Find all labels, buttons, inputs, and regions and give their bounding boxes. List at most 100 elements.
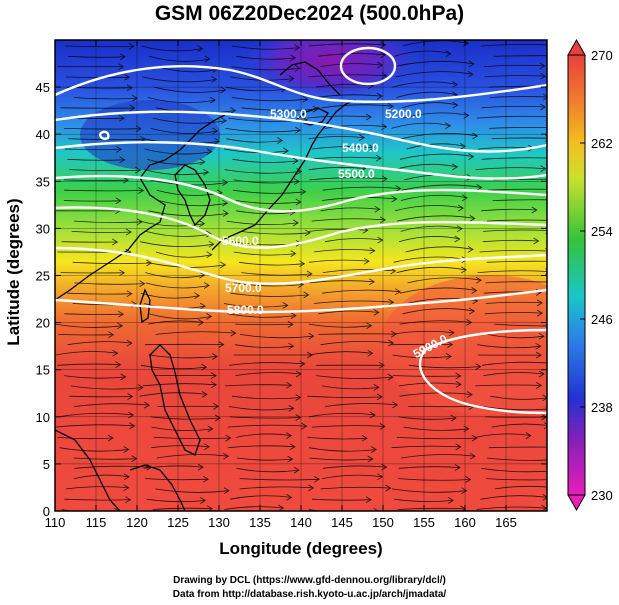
- streamline: [477, 344, 541, 349]
- streamline: [391, 488, 467, 493]
- streamline: [74, 282, 145, 285]
- streamline: [322, 289, 401, 294]
- streamline: [399, 392, 473, 397]
- contour-label-5500: 5500.0: [338, 167, 375, 181]
- streamline: [228, 445, 296, 449]
- contour-label-5800: 5800.0: [227, 303, 264, 317]
- streamline-arrow: [299, 360, 306, 368]
- streamline: [396, 91, 458, 98]
- streamline: [58, 412, 134, 418]
- streamline-arrow: [199, 271, 206, 279]
- x-axis-label: Longitude (degrees): [219, 539, 383, 558]
- streamline: [396, 437, 477, 440]
- streamline: [150, 128, 218, 134]
- streamline-arrow: [469, 307, 476, 315]
- streamline: [234, 344, 294, 348]
- grid: [55, 40, 547, 511]
- streamline-arrow: [208, 240, 215, 248]
- streamline-arrow: [299, 260, 306, 268]
- streamline: [74, 220, 143, 223]
- streamline-arrow: [395, 185, 402, 192]
- y-axis-label: Latitude (degrees): [4, 198, 23, 346]
- streamline: [67, 158, 125, 161]
- streamline-arrow: [201, 391, 208, 398]
- streamline: [318, 53, 386, 57]
- streamline: [72, 261, 152, 265]
- streamline-arrow: [375, 154, 382, 162]
- streamline: [307, 437, 368, 440]
- streamline-arrow: [461, 487, 468, 495]
- streamline-arrow: [112, 349, 119, 357]
- streamline: [308, 228, 368, 232]
- streamline: [399, 153, 474, 160]
- credit-drawing: Drawing by DCL (https://www.gfd-dennou.o…: [173, 575, 446, 586]
- streamline: [143, 465, 204, 469]
- streamline-arrow: [203, 443, 210, 451]
- streamline-arrow: [308, 332, 315, 340]
- contour-label-5200: 5200.0: [385, 107, 422, 121]
- streamline: [235, 200, 301, 204]
- streamline: [482, 406, 547, 411]
- streamline: [489, 446, 547, 449]
- x-tick-label: 140: [290, 515, 312, 530]
- streamline: [397, 507, 466, 510]
- streamlines: [55, 40, 547, 511]
- streamline-arrow: [358, 134, 365, 141]
- streamline-arrow: [466, 319, 473, 326]
- streamline-arrow: [467, 70, 474, 78]
- streamline-arrow: [293, 466, 300, 474]
- streamline-arrow: [135, 125, 142, 133]
- streamline: [71, 231, 132, 234]
- streamline-arrow: [308, 484, 315, 492]
- streamline-arrow: [368, 278, 375, 286]
- streamline: [57, 363, 121, 366]
- streamline-arrow: [379, 423, 386, 430]
- streamline: [487, 188, 547, 191]
- streamline-arrow: [218, 341, 225, 348]
- streamline-arrow: [206, 313, 213, 320]
- streamline: [145, 231, 212, 237]
- streamline: [308, 351, 373, 356]
- streamline: [479, 249, 547, 253]
- streamline-arrow: [365, 113, 372, 121]
- streamline: [391, 445, 461, 449]
- streamline: [239, 486, 314, 490]
- streamline-arrow: [455, 443, 462, 451]
- x-tick-label: 120: [126, 515, 148, 530]
- streamline: [311, 498, 372, 501]
- streamline: [224, 169, 302, 174]
- hokkaido-coast: [294, 107, 329, 126]
- streamline: [308, 167, 366, 170]
- streamline-arrow: [295, 414, 302, 421]
- streamline: [324, 238, 383, 243]
- streamline-arrow: [119, 156, 126, 164]
- streamline: [475, 167, 546, 170]
- streamline: [151, 445, 210, 449]
- streamline: [400, 194, 468, 201]
- streamline: [308, 323, 372, 328]
- streamline: [489, 127, 547, 129]
- colorbar-tick-label: 238: [591, 400, 613, 415]
- streamline-arrow: [293, 178, 300, 185]
- streamline: [74, 403, 150, 407]
- streamline: [154, 86, 226, 93]
- streamline-arrow: [381, 123, 388, 131]
- philippines-coast: [149, 344, 201, 456]
- streamline: [320, 486, 391, 490]
- streamline: [313, 300, 394, 304]
- streamline: [309, 280, 375, 284]
- streamline-arrow: [194, 292, 201, 300]
- streamline-arrow: [282, 302, 289, 309]
- streamline-arrow: [376, 92, 383, 100]
- streamline-arrow: [131, 94, 138, 102]
- streamline-arrow: [290, 250, 297, 257]
- streamline: [148, 320, 204, 325]
- streamline-arrow: [112, 238, 119, 246]
- streamline: [486, 457, 547, 461]
- contour-5500: [55, 174, 547, 213]
- streamline: [311, 425, 385, 428]
- streamline: [406, 143, 466, 150]
- streamline: [493, 55, 547, 57]
- streamline: [64, 498, 131, 501]
- height-contours: [55, 46, 547, 415]
